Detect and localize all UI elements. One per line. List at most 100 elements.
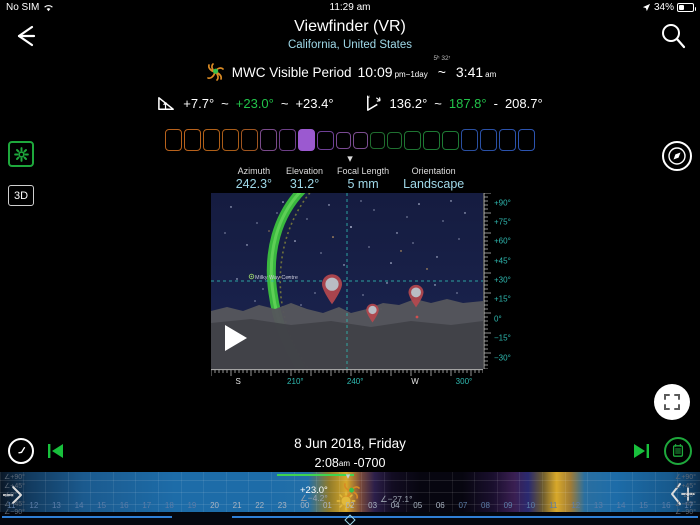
swatch-17[interactable] — [461, 129, 478, 151]
timeline-grid — [0, 472, 700, 512]
footer-date[interactable]: 8 Jun 2018, Friday — [294, 436, 406, 451]
timeline-expand-left-button[interactable] — [668, 480, 698, 513]
timeline-sun-elevation: ∠−4.2° — [300, 493, 328, 503]
elevation-tick-label: +90° — [494, 198, 511, 208]
swatch-20[interactable] — [518, 129, 535, 151]
settings-gear-button[interactable] — [8, 141, 34, 167]
swatch-18[interactable] — [480, 129, 497, 151]
swatch-3[interactable] — [203, 129, 220, 151]
timeline-hour-label: 15 — [639, 501, 648, 510]
param-orientation[interactable]: Orientation Landscape — [403, 165, 464, 192]
azimuth-group[interactable]: N 136.2° ~ 187.8° - 208.7° — [364, 94, 543, 113]
swatch-13[interactable] — [387, 131, 402, 149]
timeline-elevation-label: ∠−90° — [675, 509, 696, 516]
fullscreen-icon — [664, 394, 680, 410]
swatch-4[interactable] — [222, 129, 239, 151]
timeline-hour-label: 08 — [481, 501, 490, 510]
timeline-hour-label: 13 — [593, 501, 603, 510]
swatch-16[interactable] — [442, 130, 459, 150]
swatch-2[interactable] — [184, 129, 201, 151]
swatch-19[interactable] — [499, 129, 516, 151]
timeline-hour-label: 14 — [74, 501, 84, 510]
param-azimuth[interactable]: Azimuth 242.3° — [236, 165, 272, 192]
back-button[interactable] — [10, 20, 44, 52]
pin-marker-small[interactable] — [365, 303, 380, 328]
timeline-gridline — [587, 472, 589, 512]
timeline-hour-label: 21 — [232, 501, 242, 510]
param-label: Elevation — [286, 166, 324, 176]
azi-sep-2: - — [493, 95, 498, 111]
clock-button[interactable] — [8, 438, 34, 464]
azi-sep-1: ~ — [434, 95, 442, 111]
swatch-10[interactable] — [336, 131, 351, 149]
swatch-15[interactable] — [423, 130, 440, 150]
elevation-group[interactable]: +7.7° ~ +23.0° ~ +23.4° — [157, 94, 334, 113]
gear-icon — [13, 146, 29, 162]
skip-next-icon — [634, 444, 649, 458]
next-button[interactable] — [630, 440, 652, 462]
previous-button[interactable] — [45, 440, 67, 462]
azi-current: 187.8° — [448, 95, 487, 111]
swatch-7[interactable] — [279, 129, 296, 151]
timeline-expand-right-button[interactable] — [2, 482, 28, 513]
elevation-tick-label: +60° — [494, 236, 511, 246]
timeline-gridline — [474, 472, 476, 512]
param-focal-length[interactable]: Focal Length 5 mm — [337, 165, 389, 192]
sky-chart[interactable]: Milky Way Centre — [211, 193, 483, 369]
timeline-gridline-horizontal — [0, 480, 700, 481]
swatch-chevron-down-icon[interactable]: ▾ — [347, 153, 353, 165]
swatch-12[interactable] — [370, 131, 385, 149]
swatch-6[interactable] — [260, 129, 277, 151]
swatch-9[interactable] — [317, 130, 334, 150]
battery-percent-label: 34% — [653, 2, 674, 13]
fullscreen-button[interactable] — [654, 384, 690, 420]
swatch-11[interactable] — [353, 131, 368, 149]
elev-max: +23.4° — [295, 95, 334, 111]
timeline-gridline — [541, 472, 543, 512]
status-right: 34% — [642, 2, 696, 13]
footer-bar: 8 Jun 2018, Friday 2:08am -0700 ▾ — [0, 430, 700, 482]
play-button[interactable] — [225, 325, 247, 351]
skip-previous-icon — [48, 444, 63, 458]
search-button[interactable] — [656, 20, 690, 52]
expand-left-plus-icon — [671, 483, 695, 505]
timeline-chevron-down-icon[interactable]: ▾ — [345, 472, 351, 481]
color-swatch-strip[interactable] — [0, 129, 700, 151]
timeline-gridline — [225, 472, 227, 512]
azi-max: 208.7° — [504, 95, 543, 111]
compass-button[interactable] — [662, 141, 692, 171]
location-arrow-icon — [642, 3, 651, 12]
pin-marker-large[interactable] — [320, 273, 344, 310]
swatch-5[interactable] — [241, 129, 258, 151]
timeline-gridline — [429, 472, 431, 512]
swatch-14[interactable] — [404, 130, 421, 150]
page-subtitle: California, United States — [287, 39, 412, 51]
timeline-gridline — [293, 472, 295, 512]
elev-current: +23.0° — [235, 95, 274, 111]
viewfinder-panel[interactable]: Milky Way Centre S 210° 240° W 300° +90° +75°… — [211, 193, 511, 393]
three-d-toggle-button[interactable]: 3D — [8, 185, 34, 206]
timeline-hour-label: 10 — [526, 501, 536, 510]
timeline-gridline — [158, 472, 160, 512]
timeline-blue-bar-left — [2, 516, 172, 518]
footer-time[interactable]: 2:08am -0700 — [0, 456, 700, 470]
timeline-bar[interactable]: ▾ +23.0° ∠−4.2° ∠−27.1° 11 12 13 14 15 16 17 18… — [0, 472, 700, 525]
timeline-hour-label: 11 — [7, 501, 16, 510]
pin-marker-medium[interactable] — [407, 284, 425, 313]
swatch-8[interactable] — [298, 129, 315, 151]
timeline-gridline — [519, 472, 521, 512]
swatch-1[interactable] — [165, 129, 182, 151]
status-clock: 11:29 am — [329, 2, 371, 13]
mwc-separator-wrap: 5ʰ 32ʳ ~ — [430, 55, 454, 80]
timeline-gridline — [632, 472, 634, 512]
param-elevation[interactable]: Elevation 31.2° — [286, 165, 323, 192]
timeline-elevation-label: ∠−45° — [4, 501, 25, 508]
mwc-visible-period-row[interactable]: MWC Visible Period 10:09 pm−1day 5ʰ 32ʳ … — [0, 55, 700, 84]
milky-way-icon — [204, 61, 226, 83]
calendar-button[interactable] — [664, 437, 692, 465]
clock-icon — [17, 446, 25, 453]
timeline-hour-label: 00 — [300, 501, 310, 510]
page-title: Viewfinder (VR) — [294, 18, 406, 35]
timeline-gridline — [67, 472, 69, 512]
timeline-elevation-label: ∠+45° — [4, 483, 25, 490]
